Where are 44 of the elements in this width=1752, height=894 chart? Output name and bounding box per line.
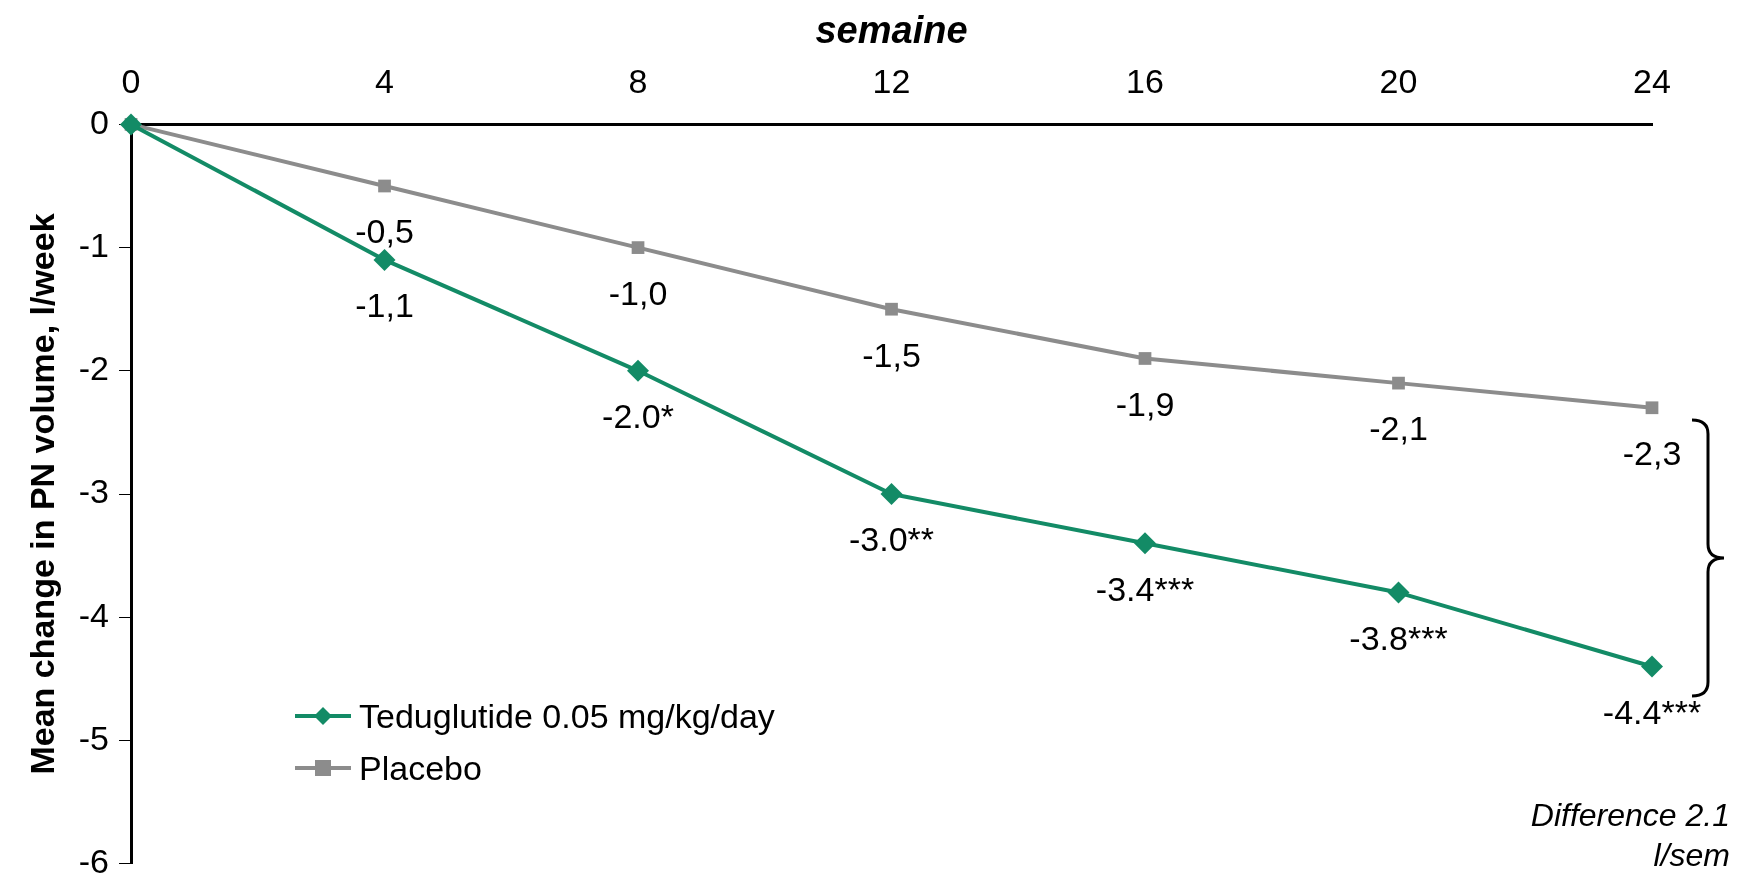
x-tick-label: 8 [628, 62, 648, 101]
y-tick-label: -6 [78, 841, 110, 880]
point [880, 483, 903, 505]
point [1645, 401, 1659, 415]
y-tick-label: -3 [78, 472, 110, 511]
data-label: -1,5 [862, 335, 921, 374]
x-tick-label: 0 [121, 62, 141, 101]
x-tick-label: 24 [1633, 62, 1671, 101]
legend-label: Placebo [359, 748, 482, 788]
point [627, 359, 650, 382]
x-tick-label: 4 [375, 62, 394, 101]
point [631, 241, 645, 254]
point [373, 248, 396, 271]
data-label: -2.0* [602, 397, 674, 436]
x-tick-label: 12 [872, 62, 911, 101]
point [1134, 532, 1157, 555]
point [120, 113, 143, 136]
y-tick-label: -2 [78, 349, 110, 388]
x-tick-label: 16 [1126, 62, 1164, 101]
annotation: Difference 2.1 l/sem [1530, 796, 1730, 875]
y-tick-label: -1 [78, 225, 110, 264]
x-tick-label: 20 [1379, 62, 1418, 101]
y-tick-label: 0 [90, 102, 110, 141]
data-label: -4.4*** [1602, 692, 1702, 731]
data-label: -2,3 [1622, 434, 1682, 473]
point [1387, 581, 1410, 604]
legend-label: Teduglutide 0.05 mg/kg/day [359, 696, 775, 736]
point [1138, 352, 1152, 365]
point [1392, 376, 1405, 390]
x-axis-title: semaine [815, 9, 968, 52]
data-label: -1,1 [355, 286, 414, 325]
data-label: -0,5 [355, 212, 414, 251]
data-label: -3.4*** [1095, 569, 1195, 608]
y-axis-title: Mean change in PN volume, l/week [22, 213, 61, 775]
data-label: -3.8*** [1349, 618, 1448, 657]
data-label: -2,1 [1369, 409, 1428, 448]
data-label: -3.0** [848, 520, 935, 559]
y-tick-label: -5 [78, 718, 110, 757]
data-label: -1,0 [608, 273, 668, 312]
y-tick-label: -4 [78, 595, 110, 634]
point [1641, 655, 1663, 678]
point [885, 302, 898, 316]
data-label: -1,9 [1115, 384, 1175, 423]
point [378, 179, 391, 193]
